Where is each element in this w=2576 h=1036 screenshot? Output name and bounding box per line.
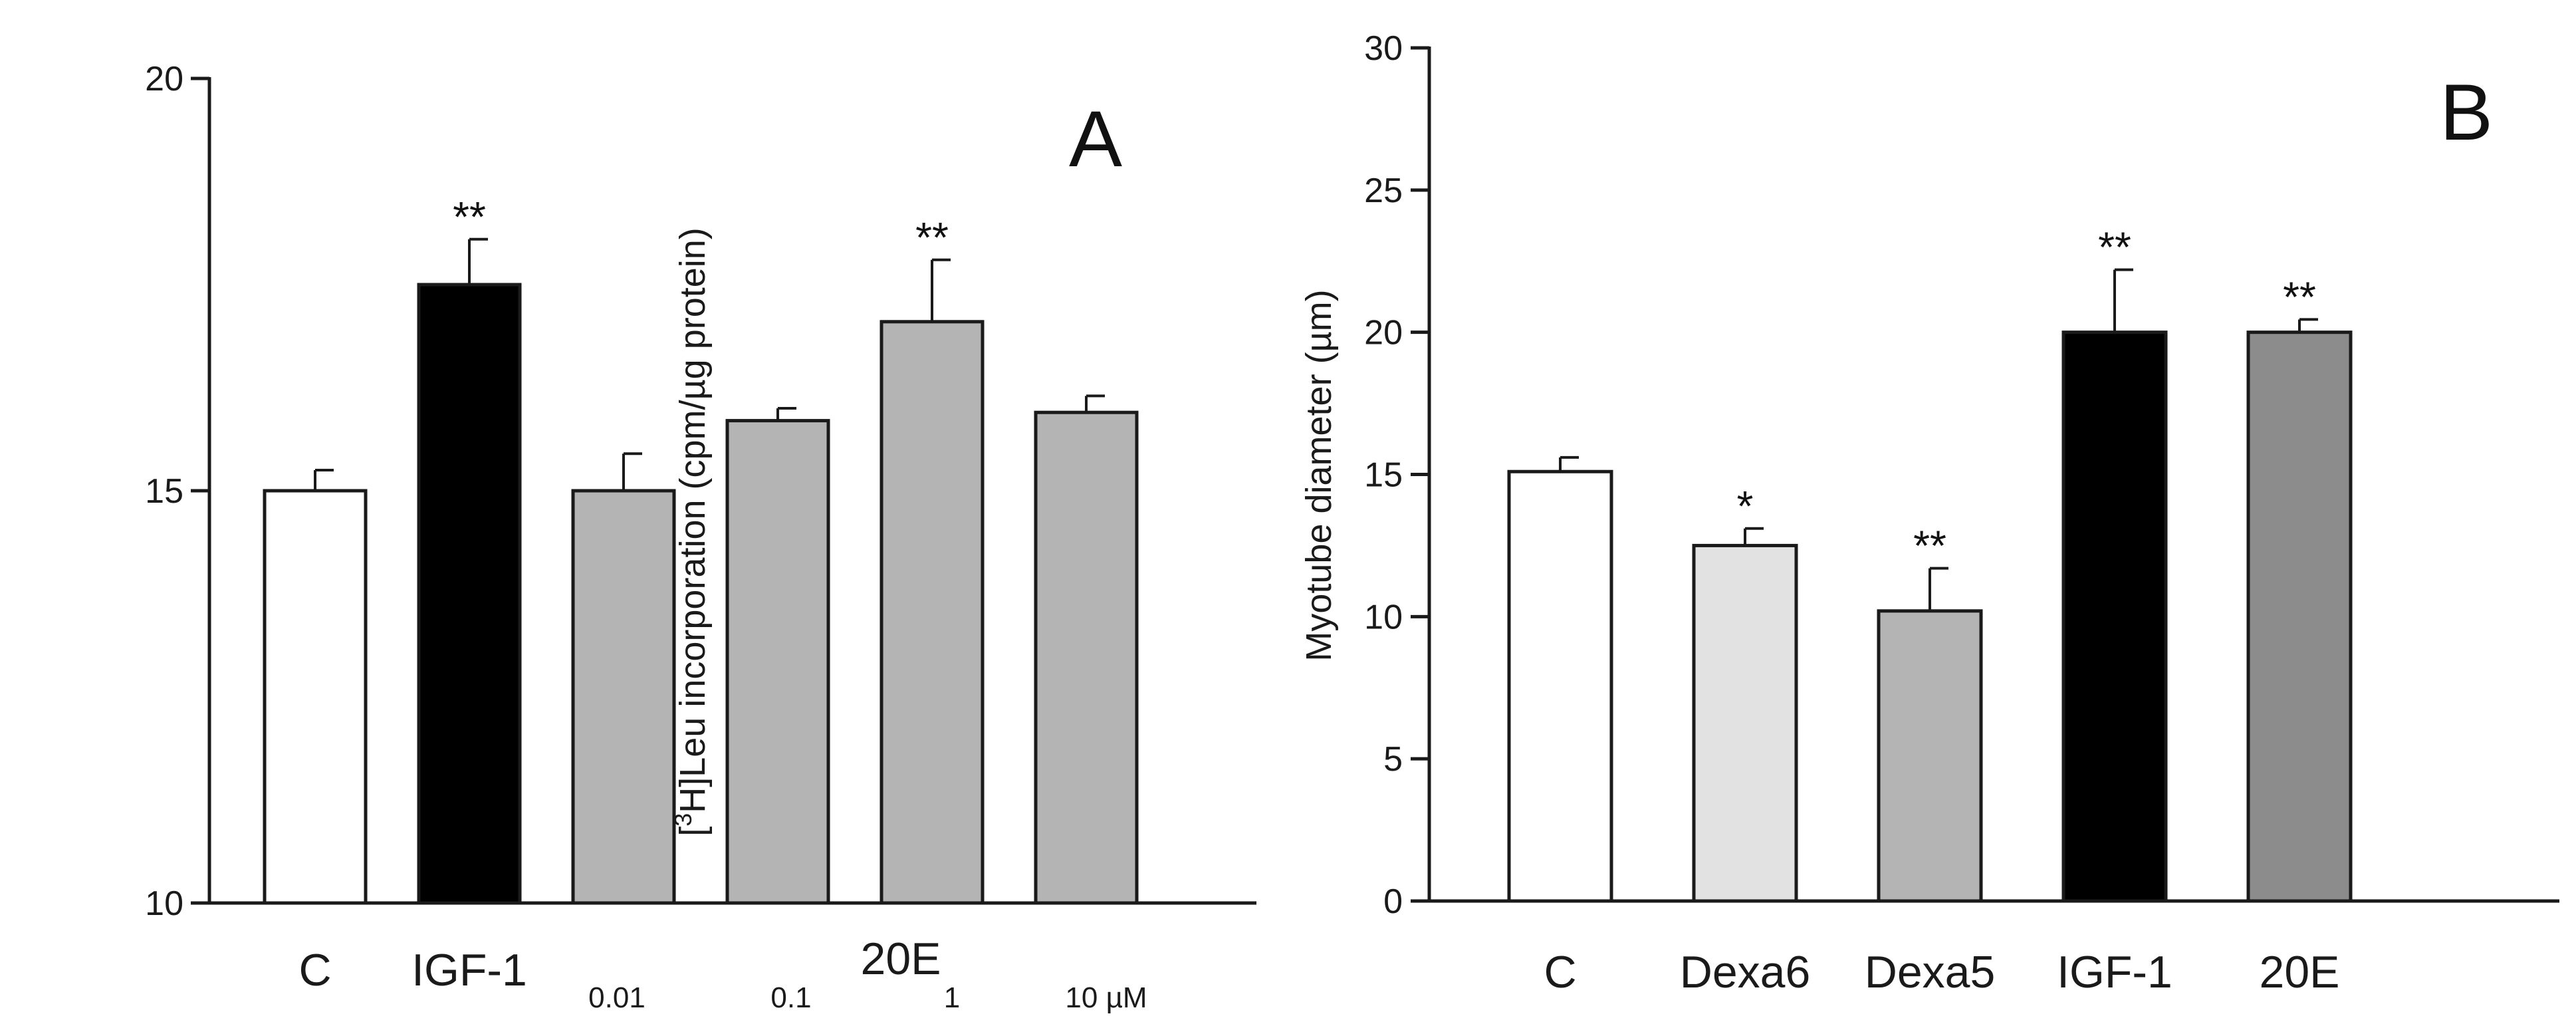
panel-b-letter: B <box>2440 68 2493 157</box>
panel-b-y-tick-label: 25 <box>1364 172 1403 210</box>
panel-a-bar-0 <box>263 489 368 905</box>
panel-b-significance-1: * <box>1737 482 1754 530</box>
panel-b-y-tick-label: 5 <box>1383 740 1403 779</box>
panel-b-significance-2: ** <box>1913 522 1946 570</box>
panel-b-bar-3 <box>2061 330 2168 903</box>
y-title-superscript: 3 <box>669 813 697 827</box>
panel-b-category-label-3: IGF-1 <box>2057 947 2172 997</box>
panel-b-y-tick-label: 10 <box>1364 598 1403 636</box>
panel-a-y-tick-label: 15 <box>145 472 183 511</box>
y-title-suffix: H]Leu incorporation (cpm/µg protein) <box>673 227 713 813</box>
panel-b-bars: ******* <box>1507 223 2353 903</box>
panel-b-axes: 0 5 10 15 20 25 30 <box>1364 29 2559 921</box>
panel-b-bar-2 <box>1877 609 1983 903</box>
panel-a-bar-2 <box>571 489 676 905</box>
panel-a-category-label-0: C <box>298 945 331 995</box>
panel-b-category-label-1: Dexa6 <box>1680 947 1811 997</box>
panel-b-y-tick-label: 20 <box>1364 314 1403 352</box>
panel-b-category-labels: C Dexa6 Dexa5 IGF-1 20E <box>1544 947 2339 997</box>
panel-a-bar-5 <box>1034 410 1139 905</box>
panel-a-category-label-4: 1 <box>944 981 960 1014</box>
panel-b-significance-3: ** <box>2098 223 2131 271</box>
panel-b-bar-1 <box>1692 543 1798 903</box>
panel-b-y-axis-title: Myotube diameter (µm) <box>1299 289 1339 661</box>
panel-b-y-tick-label: 0 <box>1383 882 1403 921</box>
panel-a-category-labels: C IGF-1 0.01 0.1 1 10 µM <box>298 945 1147 1014</box>
panel-a-group-label: 20E <box>861 934 941 984</box>
panel-a-significance-1: ** <box>453 193 486 241</box>
panel-b-category-label-2: Dexa5 <box>1865 947 1996 997</box>
panel-b-category-label-0: C <box>1544 947 1576 997</box>
panel-a-letter: A <box>1069 94 1122 184</box>
panel-a-y-tick-label: 20 <box>145 60 183 98</box>
panel-a-y-axis-title: [3H]Leu incorporation (cpm/µg protein) <box>669 227 713 837</box>
panel-a-bar-4 <box>879 320 985 905</box>
panel-b-significance-4: ** <box>2283 273 2316 321</box>
panel-a-category-label-3: 0.1 <box>770 981 811 1014</box>
panel-a-bar-1 <box>417 283 522 905</box>
panel-a-bar-3 <box>725 419 830 905</box>
y-title-prefix: [ <box>673 827 713 837</box>
panel-a-significance-4: ** <box>915 213 949 261</box>
panel-b-bar-4 <box>2246 330 2353 903</box>
panel-b-y-tick-label: 30 <box>1364 29 1403 68</box>
panel-b-category-label-4: 20E <box>2260 947 2340 997</box>
panel-b-bar-0 <box>1507 469 1613 903</box>
panel-a-chart: A [3H]Leu incorporation (cpm/µg protein)… <box>145 60 1256 1014</box>
panel-b-y-tick-label: 15 <box>1364 456 1403 495</box>
panel-a-y-tick-label: 10 <box>145 884 183 923</box>
panel-a-category-label-5: 10 µM <box>1065 981 1147 1014</box>
panel-a-category-label-1: IGF-1 <box>411 945 527 995</box>
panel-a-bars: ** ** <box>263 193 1139 905</box>
panel-a-category-label-2: 0.01 <box>588 981 645 1014</box>
